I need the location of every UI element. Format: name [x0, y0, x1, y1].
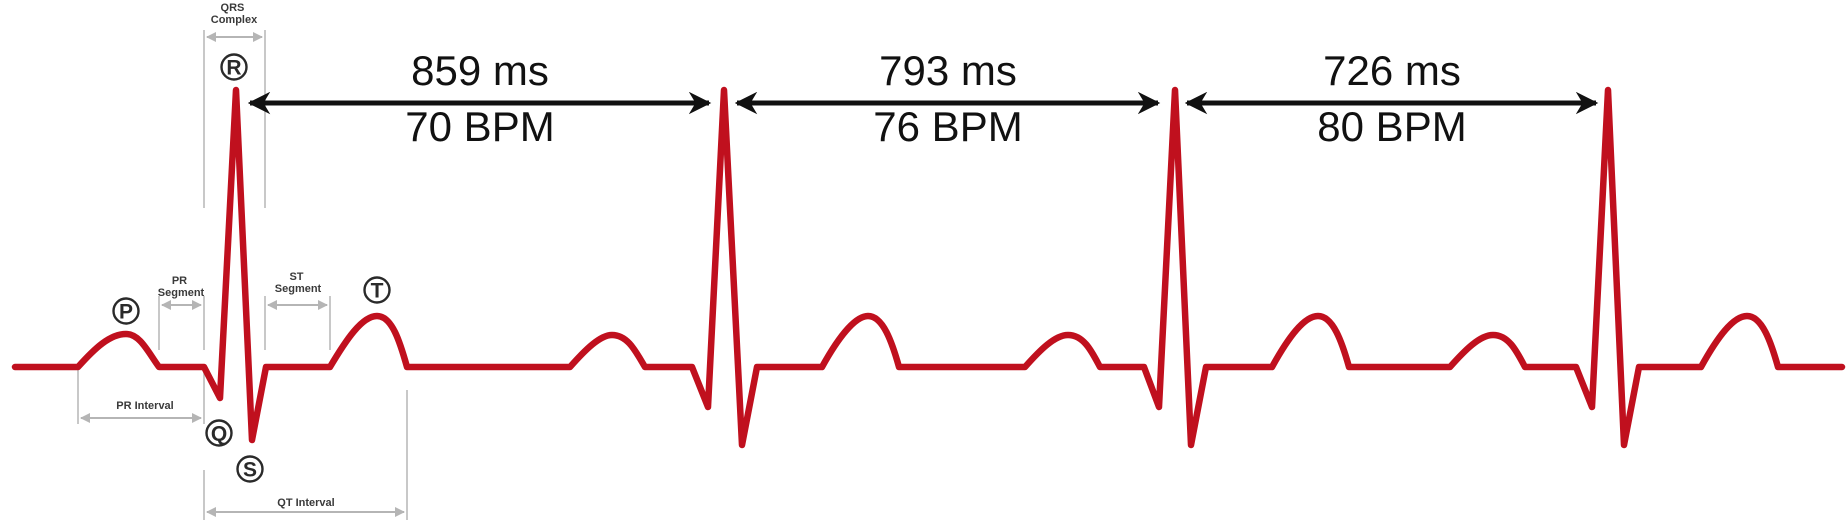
ecg-trace — [11, 86, 1846, 449]
r-wave-badge: R — [220, 53, 248, 81]
q-wave-letter: Q — [211, 423, 227, 446]
pr-segment-label: PR Segment — [158, 275, 205, 299]
rr-interval-ms-3: 726 ms — [1323, 47, 1461, 94]
s-wave-ring — [236, 455, 264, 483]
rr-interval-bpm-1: 70 BPM — [405, 103, 554, 150]
rr-interval-ms-1: 859 ms — [411, 47, 549, 94]
rr-interval-bpm-2: 76 BPM — [873, 103, 1022, 150]
qrs-complex-label-line2: Complex — [211, 14, 258, 26]
rr-interval-ms-2: 793 ms — [879, 47, 1017, 94]
rr-interval-bpm-3: 80 BPM — [1317, 103, 1466, 150]
qrs-complex-label: QRS Complex — [211, 2, 258, 26]
st-segment-label-line2: Segment — [275, 283, 322, 295]
t-wave-ring — [363, 276, 391, 304]
r-wave-ring — [220, 53, 248, 81]
qt-interval-label: QT Interval — [277, 497, 334, 509]
pr-segment-label-line1: PR — [172, 275, 187, 287]
q-wave-ring — [205, 419, 233, 447]
s-wave-badge: S — [236, 455, 264, 483]
t-wave-letter: T — [371, 280, 384, 303]
p-wave-letter: P — [119, 301, 133, 324]
qrs-complex-label-line1: QRS — [221, 2, 245, 14]
q-wave-badge: Q — [205, 419, 233, 447]
pr-interval-label: PR Interval — [116, 400, 173, 412]
p-wave-ring — [112, 297, 140, 325]
pr-segment-label-line2: Segment — [158, 287, 205, 299]
p-wave-badge: P — [112, 297, 140, 325]
st-segment-label: ST Segment — [275, 271, 322, 295]
st-segment-label-line1: ST — [289, 271, 303, 283]
s-wave-letter: S — [243, 459, 257, 482]
t-wave-badge: T — [363, 276, 391, 304]
r-wave-letter: R — [226, 57, 241, 80]
